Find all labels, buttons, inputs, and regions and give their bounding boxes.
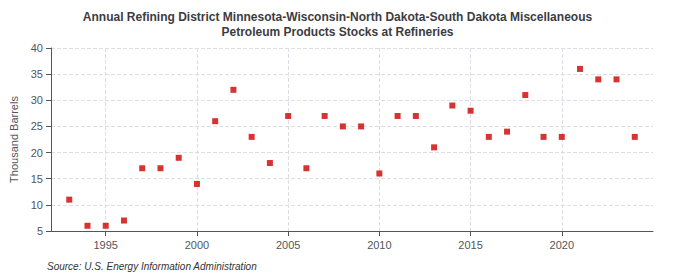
svg-text:15: 15 <box>31 173 43 185</box>
svg-text:Source: U.S. Energy Informatio: Source: U.S. Energy Information Administ… <box>47 261 257 272</box>
svg-text:1995: 1995 <box>93 239 117 251</box>
svg-text:20: 20 <box>31 147 43 159</box>
svg-text:2020: 2020 <box>550 239 574 251</box>
svg-text:Annual Refining District Minne: Annual Refining District Minnesota-Wisco… <box>83 10 593 24</box>
svg-text:5: 5 <box>37 225 43 237</box>
svg-text:10: 10 <box>31 199 43 211</box>
svg-text:2005: 2005 <box>276 239 300 251</box>
svg-text:2015: 2015 <box>458 239 482 251</box>
svg-text:40: 40 <box>31 42 43 54</box>
svg-text:2000: 2000 <box>185 239 209 251</box>
svg-text:Thousand Barrels: Thousand Barrels <box>8 96 20 183</box>
svg-text:30: 30 <box>31 94 43 106</box>
svg-text:Petroleum Products Stocks at R: Petroleum Products Stocks at Refineries <box>221 25 453 39</box>
svg-text:35: 35 <box>31 68 43 80</box>
svg-text:25: 25 <box>31 120 43 132</box>
svg-text:2010: 2010 <box>367 239 391 251</box>
